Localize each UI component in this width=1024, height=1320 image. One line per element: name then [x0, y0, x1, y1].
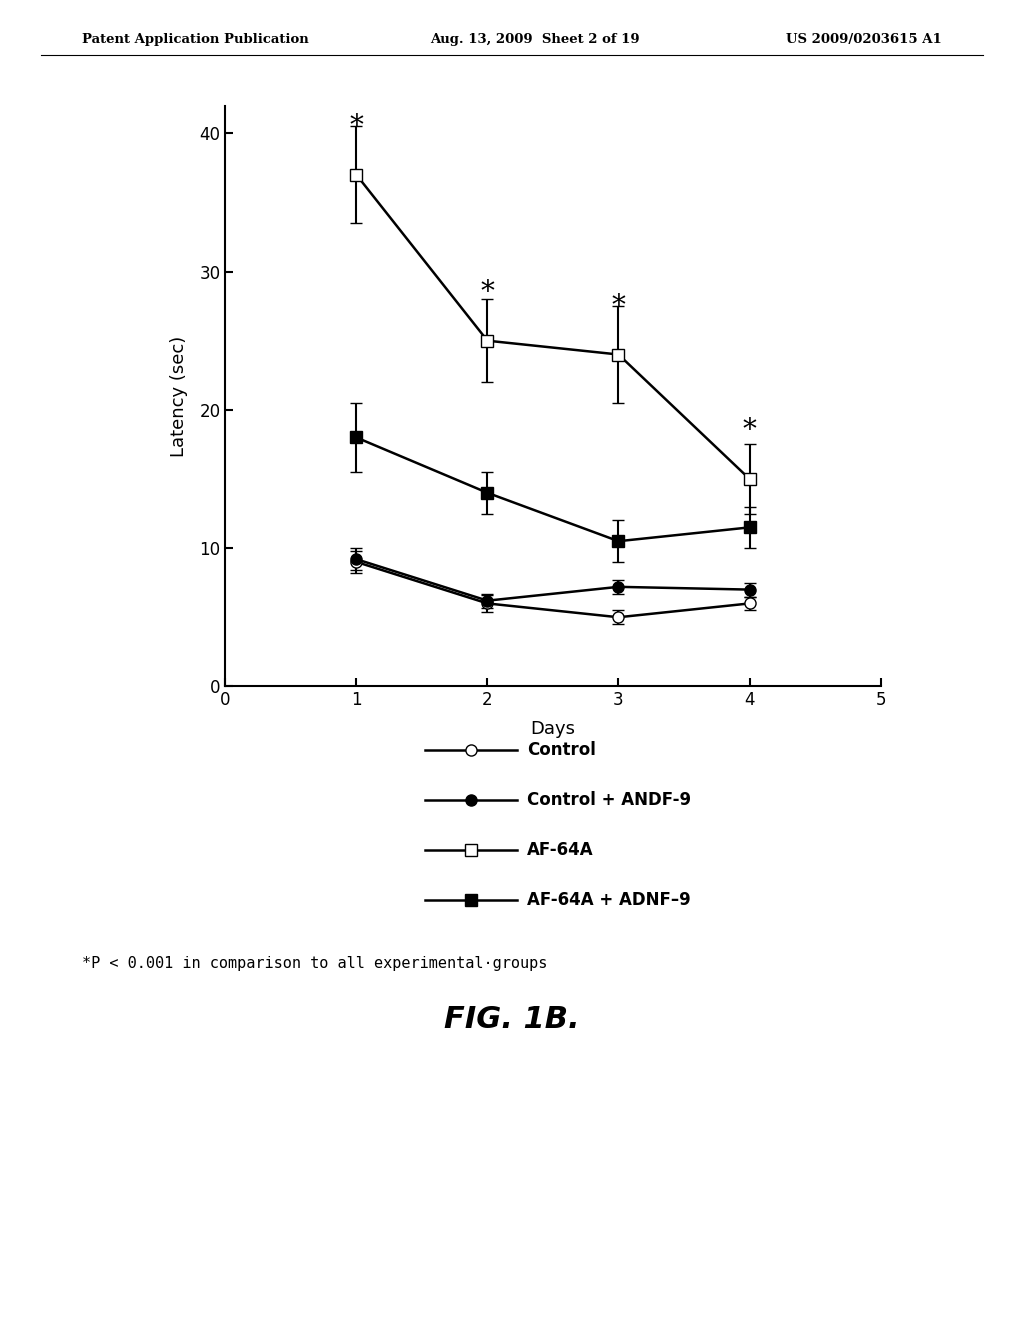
- Text: Patent Application Publication: Patent Application Publication: [82, 33, 308, 46]
- Text: Control + ANDF-9: Control + ANDF-9: [527, 791, 691, 809]
- Y-axis label: Latency (sec): Latency (sec): [170, 335, 188, 457]
- Text: *: *: [742, 417, 757, 445]
- Text: *: *: [480, 279, 495, 306]
- Text: FIG. 1B.: FIG. 1B.: [444, 1005, 580, 1034]
- Text: Aug. 13, 2009  Sheet 2 of 19: Aug. 13, 2009 Sheet 2 of 19: [430, 33, 640, 46]
- Text: AF-64A: AF-64A: [527, 841, 594, 859]
- Text: Control: Control: [527, 741, 596, 759]
- Text: AF-64A + ADNF–9: AF-64A + ADNF–9: [527, 891, 691, 909]
- X-axis label: Days: Days: [530, 721, 575, 738]
- Text: *P < 0.001 in comparison to all experimental·groups: *P < 0.001 in comparison to all experime…: [82, 956, 547, 972]
- Text: *: *: [349, 114, 364, 140]
- Text: US 2009/0203615 A1: US 2009/0203615 A1: [786, 33, 942, 46]
- Text: *: *: [611, 293, 626, 319]
